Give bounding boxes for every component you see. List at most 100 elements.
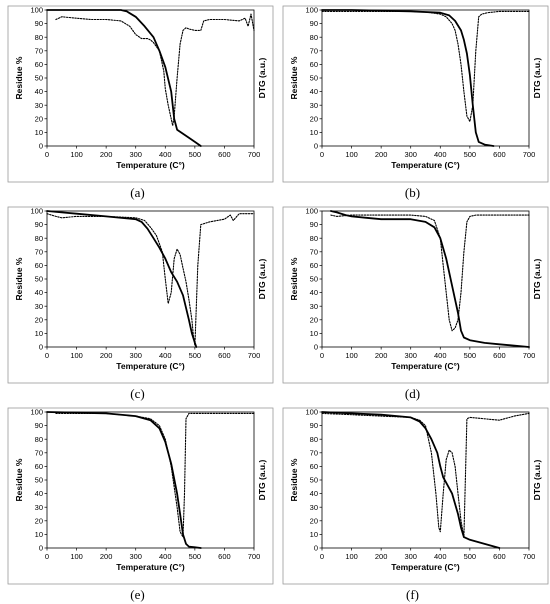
residue-line <box>321 411 501 549</box>
plot-area <box>46 210 255 348</box>
x-tick-label: 300 <box>129 552 142 561</box>
y-tick-label: 70 <box>310 46 318 55</box>
x-tick-label: 700 <box>248 150 261 159</box>
y-tick-label: 100 <box>30 408 43 417</box>
chart-svg: 0 10 20 30 40 50 60 70 80 90 100 0 100 200 300 400 500 60… <box>282 5 549 200</box>
x-tick-label: 200 <box>375 552 388 561</box>
x-tick-label: 400 <box>159 150 172 159</box>
chart-svg: 0 10 20 30 40 50 60 70 80 90 100 0 100 200 300 400 500 60… <box>7 5 274 200</box>
plot-area <box>46 9 255 147</box>
x-tick-label: 400 <box>159 351 172 360</box>
y-tick-label: 10 <box>35 530 43 539</box>
y-tick-label: 0 <box>314 142 318 151</box>
y-tick-label: 0 <box>314 544 318 553</box>
y-tick-label: 60 <box>310 261 318 270</box>
y-tick-label: 50 <box>310 476 318 485</box>
y-tick-label: 60 <box>310 462 318 471</box>
plot-area <box>46 411 255 549</box>
y-tick-label: 90 <box>310 421 318 430</box>
y-tick-label: 0 <box>314 343 318 352</box>
x-tick-label: 0 <box>320 150 324 159</box>
y2-axis-label: DTG (a.u.) <box>532 58 542 99</box>
y-axis-label: Residue % <box>14 458 24 501</box>
dtg-line <box>321 10 530 123</box>
y-tick-label: 30 <box>310 101 318 110</box>
y-tick-label: 60 <box>35 462 43 471</box>
y-tick-label: 10 <box>310 329 318 338</box>
panel-caption: (a) <box>130 185 144 200</box>
y-tick-label: 20 <box>310 315 318 324</box>
dtg-line <box>321 412 530 538</box>
x-tick-label: 100 <box>345 351 358 360</box>
y-tick-label: 20 <box>35 114 43 123</box>
x-tick-label: 200 <box>100 150 113 159</box>
chart-panel-3: 0 10 20 30 40 50 60 70 80 90 100 0 100 200 300 400 500 60… <box>275 201 550 402</box>
y2-axis-label: DTG (a.u.) <box>532 259 542 300</box>
x-tick-label: 300 <box>129 351 142 360</box>
x-tick-label: 500 <box>464 552 477 561</box>
x-tick-label: 600 <box>493 351 506 360</box>
y2-axis-label: DTG (a.u.) <box>257 259 267 300</box>
y-tick-label: 80 <box>310 33 318 42</box>
x-tick-label: 0 <box>320 552 324 561</box>
x-axis-label: Temperature (C°) <box>391 160 460 170</box>
panel-caption: (b) <box>405 185 420 200</box>
x-tick-label: 200 <box>100 552 113 561</box>
residue-line <box>46 411 202 549</box>
y-tick-label: 90 <box>310 220 318 229</box>
x-tick-label: 0 <box>45 552 49 561</box>
y2-axis-label: DTG (a.u.) <box>532 460 542 501</box>
y-tick-label: 50 <box>35 476 43 485</box>
y-tick-label: 20 <box>310 516 318 525</box>
x-tick-label: 100 <box>70 552 83 561</box>
panel-caption: (c) <box>130 386 144 401</box>
y-axis-label: Residue % <box>14 56 24 99</box>
chart-svg: 0 10 20 30 40 50 60 70 80 90 100 0 100 200 300 400 500 60… <box>7 407 274 602</box>
y2-axis-label: DTG (a.u.) <box>257 58 267 99</box>
chart-panel-2: 0 10 20 30 40 50 60 70 80 90 100 0 100 200 300 400 500 60… <box>0 201 275 402</box>
chart-svg: 0 10 20 30 40 50 60 70 80 90 100 0 100 200 300 400 500 60… <box>282 206 549 401</box>
y-tick-label: 80 <box>35 234 43 243</box>
chart-panel-1: 0 10 20 30 40 50 60 70 80 90 100 0 100 200 300 400 500 60… <box>275 0 550 201</box>
x-tick-label: 700 <box>248 351 261 360</box>
y-tick-label: 30 <box>35 503 43 512</box>
x-tick-label: 400 <box>434 150 447 159</box>
panel-caption: (f) <box>406 587 419 602</box>
residue-line <box>321 9 495 147</box>
y-tick-label: 60 <box>310 60 318 69</box>
x-axis-label: Temperature (C°) <box>391 361 460 371</box>
x-tick-label: 700 <box>248 552 261 561</box>
chart-svg: 0 10 20 30 40 50 60 70 80 90 100 0 100 200 300 400 500 60… <box>282 407 549 602</box>
y-tick-label: 80 <box>310 234 318 243</box>
chart-frame <box>7 206 274 384</box>
y-tick-label: 70 <box>310 247 318 256</box>
y-tick-label: 70 <box>35 448 43 457</box>
y-axis-label: Residue % <box>289 257 299 300</box>
y-tick-label: 50 <box>310 275 318 284</box>
x-tick-label: 700 <box>523 351 536 360</box>
residue-line <box>46 210 198 348</box>
y-tick-label: 10 <box>35 329 43 338</box>
plot-area <box>321 411 530 549</box>
y-tick-label: 30 <box>310 503 318 512</box>
x-axis-label: Temperature (C°) <box>116 562 185 572</box>
x-tick-label: 300 <box>404 552 417 561</box>
x-tick-label: 100 <box>70 351 83 360</box>
y-tick-label: 80 <box>310 435 318 444</box>
y-tick-label: 90 <box>35 220 43 229</box>
y-tick-label: 60 <box>35 261 43 270</box>
chart-frame <box>282 407 549 585</box>
y-tick-label: 90 <box>310 19 318 28</box>
x-tick-label: 300 <box>404 150 417 159</box>
y-tick-label: 40 <box>310 288 318 297</box>
x-tick-label: 0 <box>45 351 49 360</box>
y-axis-label: Residue % <box>14 257 24 300</box>
x-tick-label: 100 <box>345 552 358 561</box>
x-tick-label: 400 <box>434 351 447 360</box>
dtg-line <box>330 214 530 332</box>
y-tick-label: 100 <box>305 6 318 15</box>
y-tick-label: 60 <box>35 60 43 69</box>
y-tick-label: 50 <box>310 74 318 83</box>
x-tick-label: 600 <box>493 150 506 159</box>
x-tick-label: 300 <box>129 150 142 159</box>
